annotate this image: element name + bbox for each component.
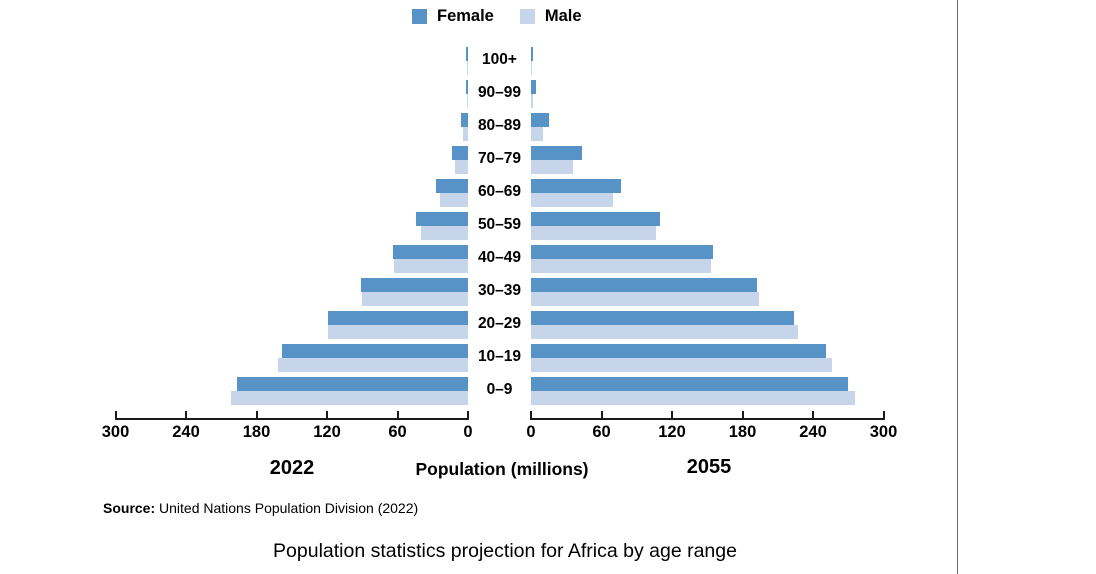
- pyramid-bar: [531, 61, 533, 75]
- right-panel-year-label: 2055: [686, 456, 732, 478]
- pyramid-bar: [230, 391, 468, 405]
- axis-tick: [530, 411, 532, 420]
- x-axis-title: Population (millions): [415, 459, 589, 479]
- chart-title: Population statistics projection for Afr…: [273, 540, 737, 562]
- pyramid-bar: [328, 311, 468, 325]
- pyramid-bar: [531, 292, 759, 306]
- pyramid-bar: [531, 127, 543, 141]
- legend-label-male: Male: [544, 7, 582, 25]
- legend: Female Male: [412, 7, 582, 26]
- axis-tick: [812, 411, 814, 420]
- axis-tick-label: 60: [592, 423, 611, 441]
- pyramid-bar: [531, 259, 711, 273]
- age-label: 10–19: [477, 348, 522, 365]
- axis-tick-label: 180: [242, 423, 271, 441]
- pyramid-bar: [467, 61, 468, 75]
- age-label: 60–69: [477, 183, 522, 200]
- pane-divider: [957, 0, 958, 574]
- axis-tick: [671, 411, 673, 420]
- source-prefix: Source:: [103, 500, 156, 516]
- source-text: United Nations Population Division (2022…: [155, 500, 419, 516]
- pyramid-bar: [465, 80, 468, 94]
- axis-tick: [741, 411, 744, 420]
- pyramid-bar: [531, 179, 622, 193]
- pyramid-bar: [531, 160, 574, 174]
- axis-tick-label: 300: [869, 423, 898, 441]
- pyramid-bar: [460, 113, 468, 127]
- pyramid-bar: [531, 391, 856, 405]
- age-label: 40–49: [477, 249, 522, 266]
- axis-tick: [114, 411, 117, 420]
- pyramid-bar: [531, 146, 582, 160]
- pyramid-bar: [393, 259, 468, 273]
- axis-tick: [600, 411, 603, 420]
- pyramid-bar: [531, 325, 798, 339]
- legend-item-female: Female: [412, 7, 494, 26]
- pyramid-bar: [531, 358, 832, 372]
- pyramid-bar: [531, 278, 757, 292]
- pyramid-bar: [531, 80, 536, 94]
- pyramid-bar: [392, 245, 468, 259]
- axis-tick-label: 0: [463, 423, 473, 441]
- axis-tick-label: 120: [313, 423, 341, 441]
- age-label: 30–39: [477, 282, 522, 299]
- pyramid-bar: [531, 344, 826, 358]
- pyramid-bar: [451, 146, 468, 160]
- x-axis-2055: [531, 418, 884, 420]
- axis-tick: [326, 411, 328, 420]
- pyramid-bar: [531, 193, 614, 207]
- pyramid-bar: [466, 94, 468, 108]
- pyramid-bar: [421, 226, 468, 240]
- axis-tick-label: 120: [658, 423, 686, 441]
- pyramid-bar: [531, 311, 795, 325]
- pyramid-bar: [531, 113, 549, 127]
- pyramid-bar: [277, 358, 468, 372]
- age-label: 50–59: [477, 216, 522, 233]
- pyramid-bar: [531, 245, 714, 259]
- pyramid-bar: [436, 179, 468, 193]
- axis-tick-label: 240: [172, 423, 200, 441]
- axis-tick: [185, 411, 187, 420]
- left-panel-year-label: 2022: [269, 457, 315, 479]
- pyramid-bar: [466, 47, 468, 61]
- pyramid-bar: [439, 193, 468, 207]
- axis-tick: [255, 411, 258, 420]
- axis-tick-label: 300: [101, 423, 130, 441]
- axis-tick: [396, 411, 399, 420]
- pyramid-bar: [531, 47, 534, 61]
- male-swatch-icon: [519, 9, 535, 24]
- source-line: Source: United Nations Population Divisi…: [103, 500, 418, 516]
- axis-tick-label: 60: [388, 423, 407, 441]
- axis-tick-label: 240: [799, 423, 827, 441]
- axis-tick: [882, 411, 885, 420]
- age-label: 100+: [482, 51, 517, 68]
- female-swatch-icon: [412, 9, 427, 24]
- legend-item-male: Male: [519, 7, 582, 26]
- pyramid-bar: [328, 325, 468, 339]
- axis-tick-label: 180: [728, 423, 757, 441]
- age-label: 80–89: [477, 117, 522, 134]
- pyramid-bar: [531, 226, 656, 240]
- age-label: 70–79: [477, 150, 522, 167]
- x-axis-2022: [115, 418, 468, 420]
- age-label: 20–29: [477, 315, 522, 332]
- age-label: 0–9: [486, 381, 513, 398]
- axis-tick-label: 0: [526, 423, 536, 441]
- pyramid-bar: [531, 212, 661, 226]
- pyramid-bar: [282, 344, 468, 358]
- pyramid-bar: [463, 127, 468, 141]
- pyramid-bar: [362, 292, 468, 306]
- age-label: 90–99: [477, 84, 522, 101]
- axis-tick: [467, 411, 469, 420]
- pyramid-bar: [416, 212, 468, 226]
- pyramid-bar: [455, 160, 468, 174]
- legend-label-female: Female: [437, 7, 494, 25]
- pyramid-bar: [236, 377, 468, 391]
- pyramid-bar: [531, 377, 849, 391]
- pyramid-bar: [361, 278, 468, 292]
- pyramid-bar: [531, 94, 534, 108]
